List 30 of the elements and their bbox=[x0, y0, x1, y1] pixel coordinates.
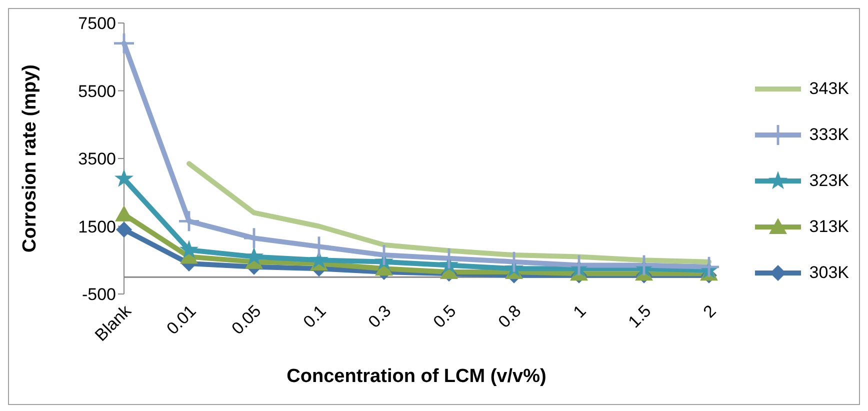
x-tick-label: 0.5 bbox=[430, 301, 460, 332]
y-tick-label: 1500 bbox=[78, 217, 116, 236]
x-tick-label: 0.1 bbox=[300, 301, 330, 332]
point bbox=[116, 222, 132, 238]
y-axis-title: Corrosion rate (mpy) bbox=[20, 64, 41, 252]
x-tick-label: 1 bbox=[570, 301, 590, 322]
point bbox=[244, 228, 264, 248]
point bbox=[179, 240, 199, 258]
x-tick-label: 0.3 bbox=[364, 301, 395, 332]
point bbox=[179, 211, 199, 232]
point bbox=[634, 255, 654, 276]
y-tick-label: 5500 bbox=[78, 82, 116, 101]
x-tick-label: 0.8 bbox=[494, 301, 525, 332]
y-tick-label: -500 bbox=[82, 285, 116, 304]
point bbox=[114, 168, 134, 187]
x-tick-label: 2 bbox=[700, 301, 720, 322]
y-tick-label: 3500 bbox=[78, 150, 116, 169]
point bbox=[699, 256, 719, 277]
point bbox=[114, 33, 134, 54]
point bbox=[569, 255, 589, 276]
legend-label: 313K bbox=[809, 217, 849, 237]
x-tick-label: 0.01 bbox=[162, 301, 200, 338]
legend-label: 333K bbox=[809, 125, 849, 145]
legend-label: 323K bbox=[809, 171, 849, 191]
y-tick-label: 7500 bbox=[78, 14, 116, 34]
legend-label: 343K bbox=[809, 79, 849, 99]
x-axis-title: Concentration of LCM (v/v%) bbox=[286, 366, 546, 387]
legend-label: 303K bbox=[809, 263, 849, 283]
x-tick-label: 1.5 bbox=[624, 301, 655, 332]
point bbox=[309, 236, 329, 257]
